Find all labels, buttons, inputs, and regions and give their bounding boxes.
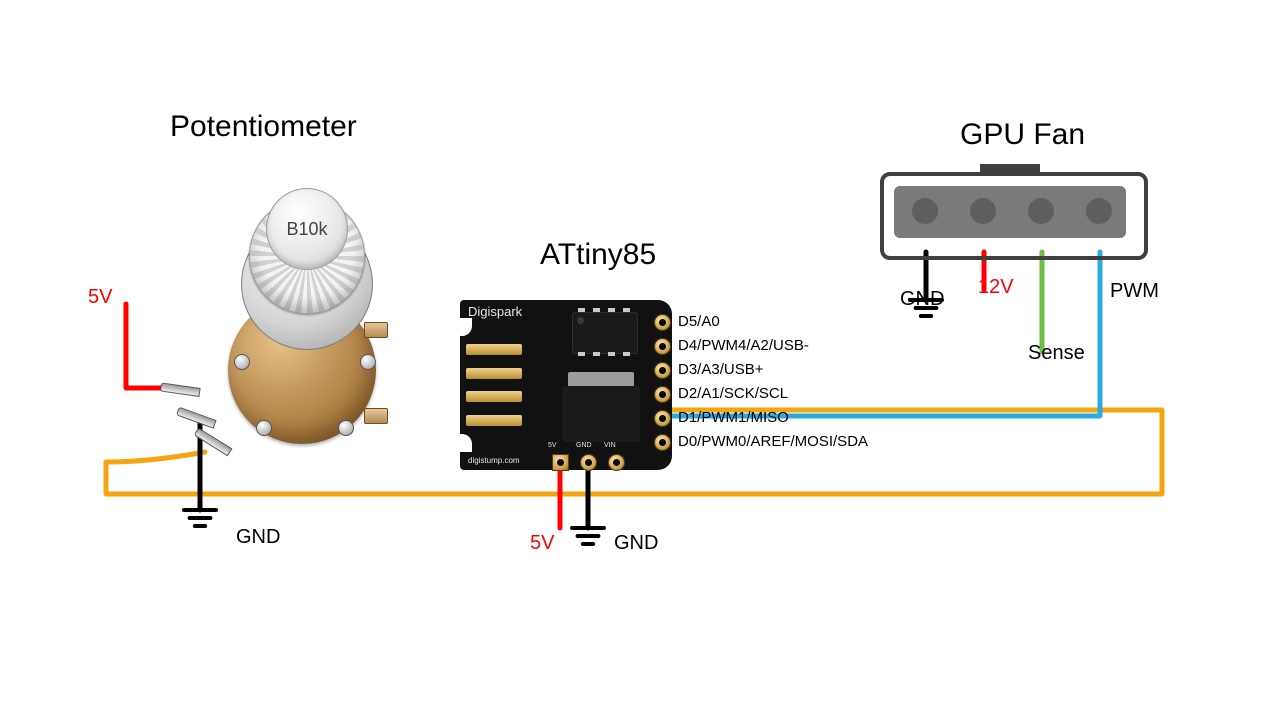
fan-pin-label: Sense: [1028, 342, 1085, 365]
pot-rivet: [256, 420, 272, 436]
power-pad: [608, 454, 625, 471]
label-mcu-5v: 5V: [530, 532, 554, 555]
connector-pin: [912, 198, 938, 224]
pin-label: D1/PWM1/MISO: [678, 409, 789, 426]
title-potentiometer: Potentiometer: [170, 110, 357, 144]
header-pad: [654, 338, 671, 355]
usb-finger: [466, 368, 522, 379]
connector-pin: [970, 198, 996, 224]
label-mcu-gnd: GND: [614, 532, 658, 555]
usb-finger: [466, 415, 522, 426]
pin-label: D2/A1/SCK/SCL: [678, 385, 788, 402]
title-gpufan: GPU Fan: [960, 118, 1085, 152]
header-pad: [654, 410, 671, 427]
usb-finger: [466, 391, 522, 402]
silk-label: VIN: [604, 442, 616, 449]
wire: [126, 304, 170, 388]
power-pad: [580, 454, 597, 471]
silk-label: GND: [576, 442, 592, 449]
pot-rivet: [234, 354, 250, 370]
board-url: digistump.com: [468, 456, 520, 465]
circuit-diagram: { "canvas": { "width": 1280, "height": 7…: [0, 0, 1280, 720]
connector-pin: [1086, 198, 1112, 224]
pot-rivet: [360, 354, 376, 370]
silk-label: 5V: [548, 442, 557, 449]
pin-label: D0/PWM0/AREF/MOSI/SDA: [678, 433, 868, 450]
fan-pin-label: GND: [900, 288, 944, 311]
pot-tab: [364, 408, 388, 424]
pin-label: D4/PWM4/A2/USB-: [678, 337, 809, 354]
pin-label: D3/A3/USB+: [678, 361, 763, 378]
header-pad: [654, 434, 671, 451]
header-pad: [654, 362, 671, 379]
label-pot-5v: 5V: [88, 286, 112, 309]
pin-label: D5/A0: [678, 313, 720, 330]
power-pad: [552, 454, 569, 471]
header-pad: [654, 314, 671, 331]
pot-rivet: [338, 420, 354, 436]
connector-pin: [1028, 198, 1054, 224]
label-pot-gnd: GND: [236, 526, 280, 549]
pot-tab: [364, 322, 388, 338]
fan-pin-label: 12V: [978, 276, 1014, 299]
pot-knob-label: B10k: [286, 219, 327, 240]
header-pad: [654, 386, 671, 403]
usb-finger: [466, 344, 522, 355]
board-brand: Digispark: [468, 304, 522, 319]
digispark-board: Digispark digistump.com 5V GND VIN: [460, 300, 672, 470]
fan-pin-label: PWM: [1110, 280, 1159, 303]
title-attiny: ATtiny85: [540, 238, 656, 272]
